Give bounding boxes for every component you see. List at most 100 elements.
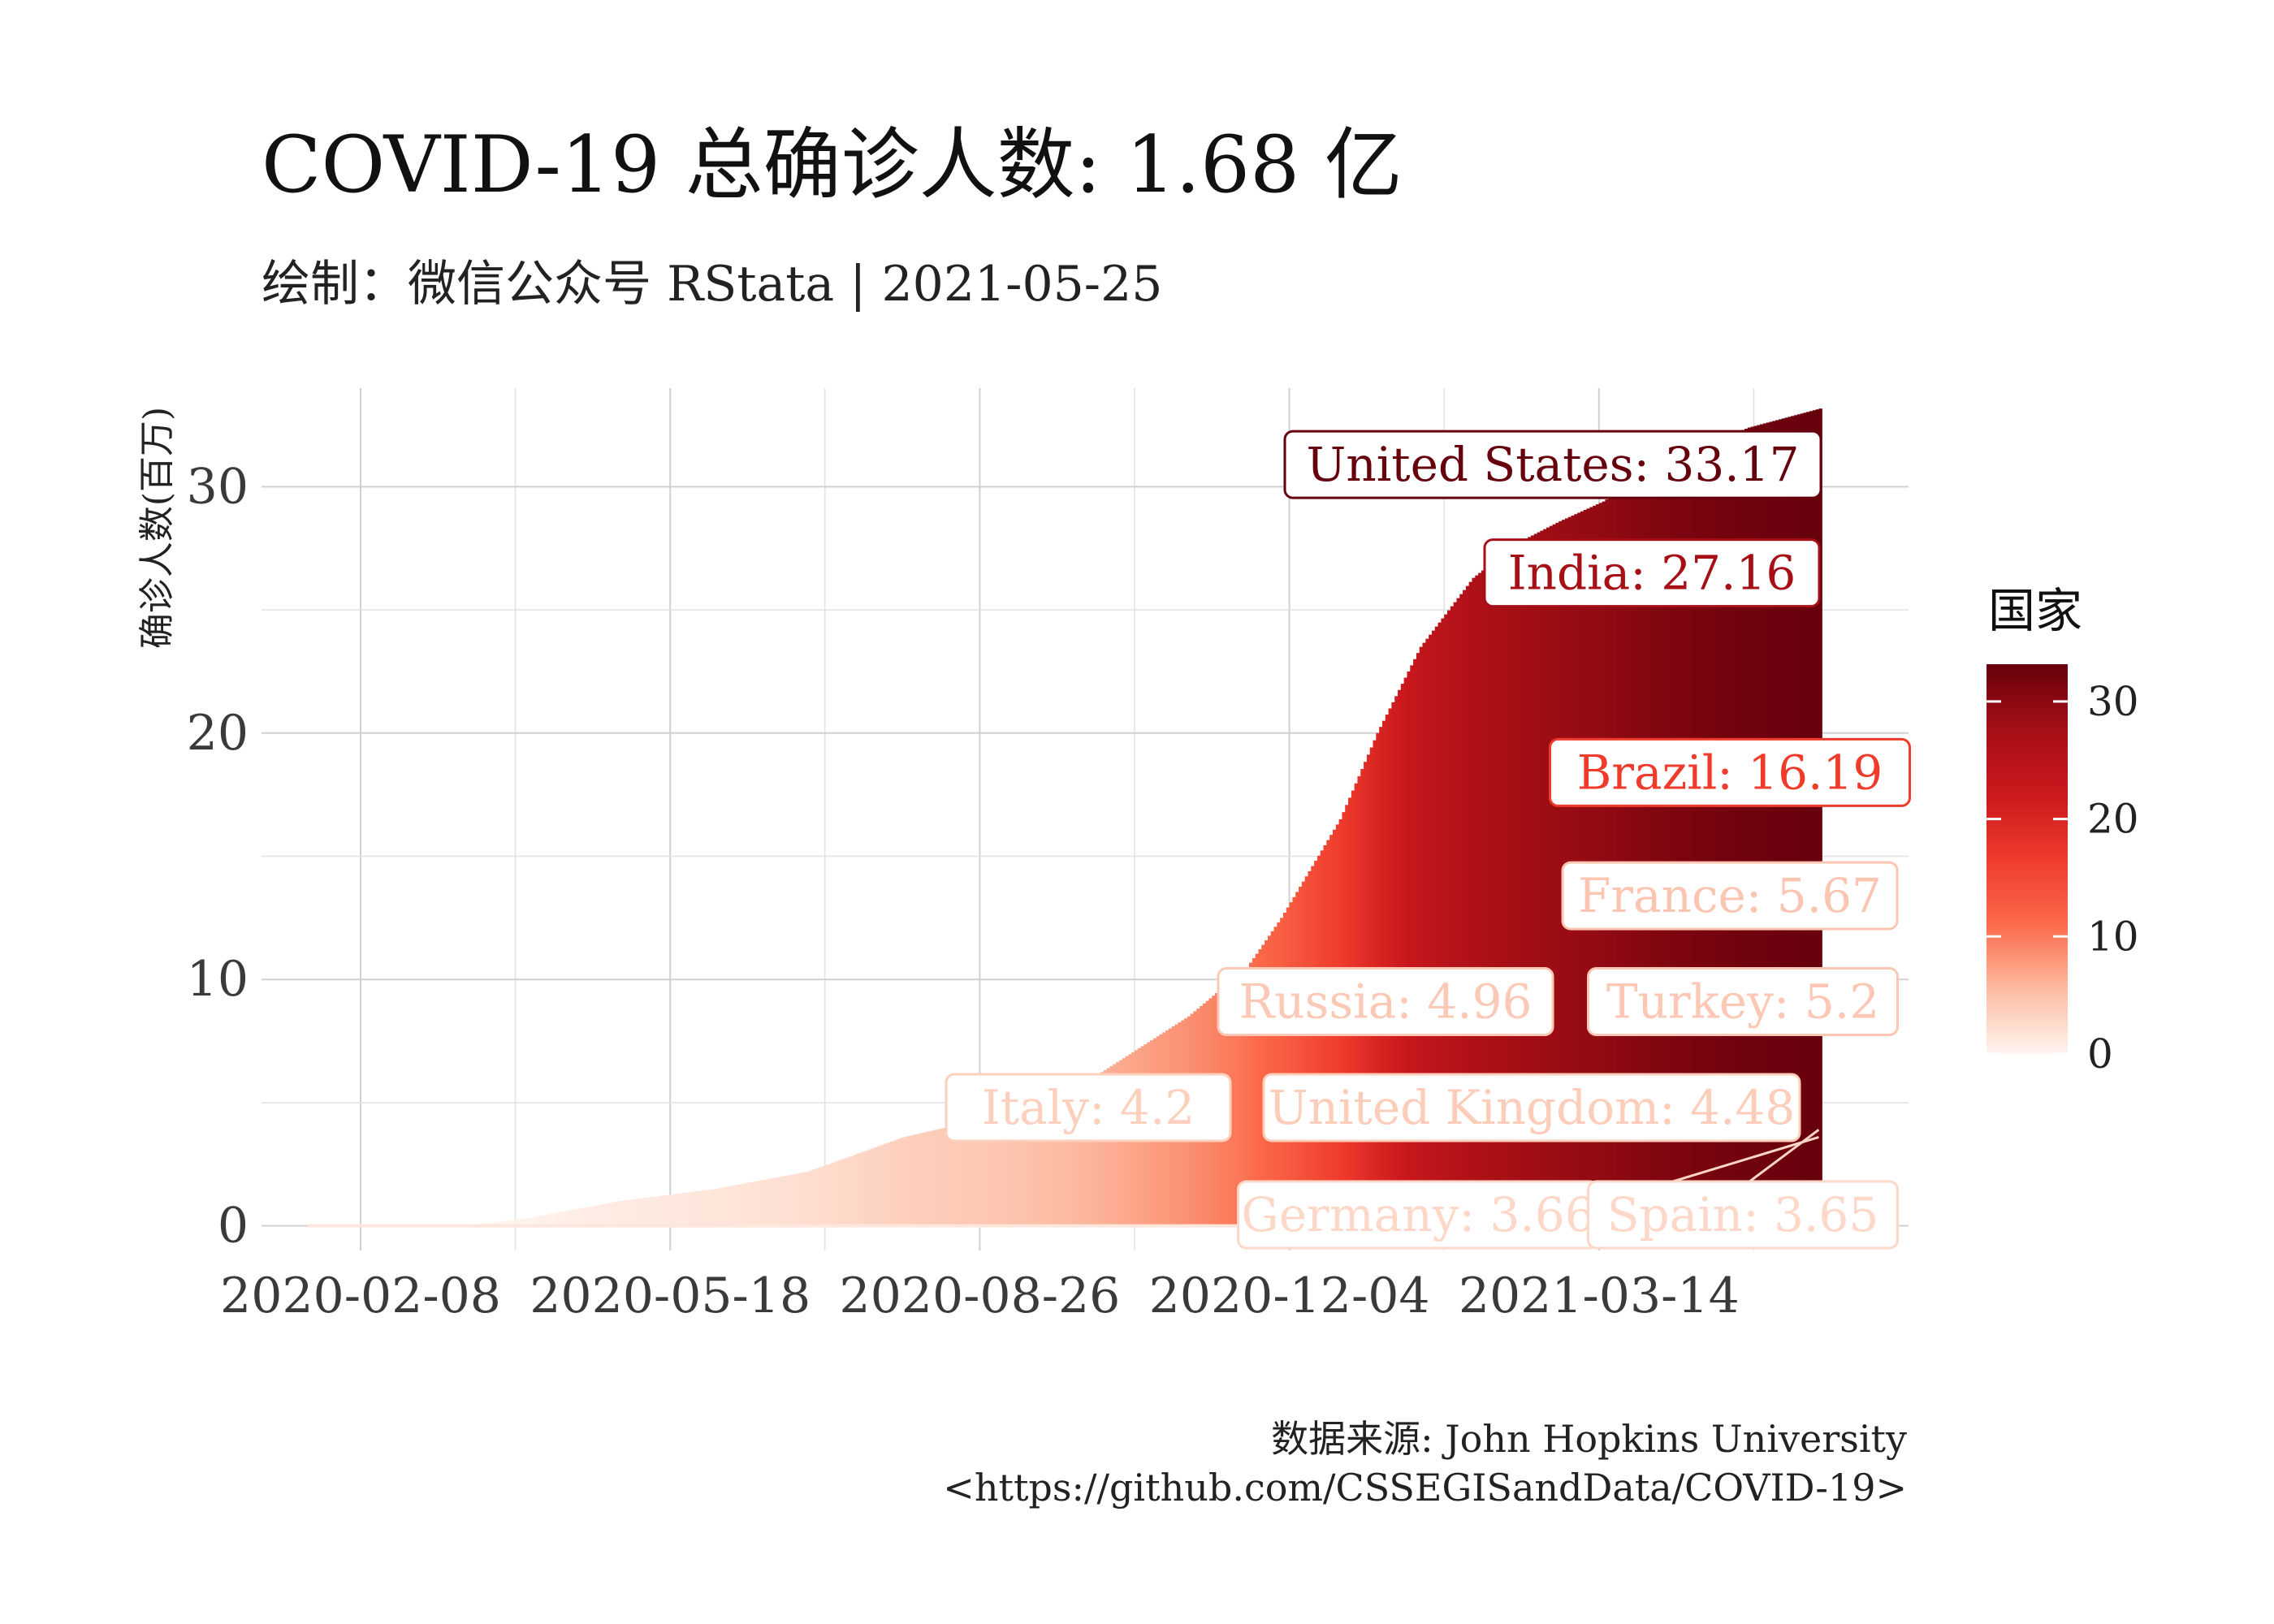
area-bar: [874, 1147, 879, 1226]
area-bar: [775, 1177, 780, 1226]
area-bar: [552, 1213, 556, 1226]
area-bar: [1555, 522, 1559, 1226]
value-label-text: India: 27.16: [1508, 546, 1796, 601]
area-bar: [1444, 614, 1448, 1226]
area-bar: [939, 1128, 944, 1226]
area-bar: [1627, 485, 1631, 1226]
area-bar: [911, 1134, 915, 1226]
area-bar: [741, 1183, 746, 1226]
area-bar: [1812, 410, 1817, 1226]
area-bar: [1258, 948, 1262, 1226]
area-bar: [626, 1199, 631, 1226]
area-bar: [1431, 630, 1436, 1226]
area-bar: [1747, 427, 1752, 1226]
y-axis-title: 确诊人数(百万): [136, 407, 178, 649]
area-bar: [998, 1115, 1002, 1226]
area-bar: [1750, 426, 1754, 1226]
area-bar: [1682, 454, 1687, 1226]
area-bar: [1233, 977, 1238, 1226]
area-bar: [1719, 438, 1723, 1226]
area-bar: [1636, 479, 1640, 1226]
area-bar: [772, 1177, 776, 1226]
area-bar: [744, 1183, 749, 1226]
area-bar: [995, 1115, 999, 1226]
area-bar: [537, 1216, 541, 1226]
area-bar: [722, 1187, 727, 1226]
area-bar: [979, 1119, 984, 1226]
area-bar: [564, 1211, 568, 1226]
area-bar: [1484, 568, 1489, 1226]
legend: 国家 0 10 20 30: [1987, 583, 2139, 1078]
value-labels: United States: 33.17 India: 27.16 Brazil: …: [945, 430, 1911, 1250]
area-bar: [1728, 434, 1733, 1226]
area-bar: [676, 1194, 681, 1226]
area-bar: [1667, 461, 1671, 1226]
value-label: Germany: 3.66: [1237, 1180, 1599, 1250]
area-bar: [512, 1220, 517, 1226]
area-bar: [1038, 1099, 1043, 1226]
caption-line-2: <https://github.com/CSSEGISandData/COVID…: [943, 1466, 1907, 1510]
area-bar: [713, 1189, 717, 1226]
area-bar: [837, 1160, 841, 1226]
area-bar: [614, 1202, 618, 1226]
value-label-box: [1283, 430, 1822, 499]
area-bar: [899, 1138, 903, 1226]
area-bar: [1437, 622, 1442, 1226]
area-bar: [821, 1166, 826, 1226]
area-bar: [1537, 532, 1541, 1226]
area-bar: [988, 1116, 993, 1226]
value-label: United States: 33.17: [1283, 430, 1822, 499]
area-bar: [1744, 429, 1749, 1226]
area-bar: [1800, 413, 1804, 1226]
area-bar: [491, 1222, 495, 1226]
area-bar: [660, 1195, 665, 1226]
area-bar: [1806, 412, 1810, 1226]
value-label-box: [1549, 737, 1911, 807]
area-bar: [1663, 462, 1668, 1226]
area-bar: [1661, 464, 1665, 1226]
area-bar: [580, 1207, 585, 1226]
area-bar: [664, 1194, 668, 1226]
y-tick-label: 0: [218, 1198, 249, 1255]
area-bar: [1793, 415, 1798, 1226]
area-bar: [1063, 1089, 1067, 1226]
area-bar: [624, 1200, 628, 1226]
area-bar: [1051, 1094, 1055, 1226]
x-tick-label: 2020-05-18: [530, 1268, 811, 1324]
area-bar: [914, 1134, 919, 1226]
area-bar: [1552, 524, 1557, 1226]
area-bar: [1679, 456, 1684, 1226]
area-bar: [1314, 861, 1318, 1226]
area-bar: [1118, 1060, 1123, 1226]
area-bar: [788, 1175, 792, 1226]
area-bar: [720, 1187, 724, 1226]
area-bar: [1481, 570, 1485, 1226]
value-label-box: [1262, 1073, 1801, 1142]
area-bar: [902, 1137, 906, 1226]
area-bar: [1022, 1104, 1027, 1226]
area-bar: [1760, 424, 1764, 1226]
value-label-text: Turkey: 5.2: [1606, 974, 1879, 1030]
legend-tick-label: 30: [2087, 678, 2139, 725]
area-bar: [586, 1207, 590, 1226]
area-bar: [1617, 491, 1622, 1226]
area-bar: [1453, 602, 1458, 1226]
area-bar: [855, 1153, 860, 1226]
legend-tick-label: 10: [2087, 913, 2139, 960]
area-bar: [858, 1152, 863, 1226]
area-bar: [1035, 1099, 1040, 1226]
area-bar: [561, 1212, 566, 1226]
value-label: United Kingdom: 4.48: [1262, 1073, 1801, 1142]
area-bar: [973, 1121, 978, 1226]
value-label-text: Italy: 4.2: [982, 1080, 1195, 1135]
area-bar: [1087, 1079, 1092, 1226]
area-bar: [1029, 1102, 1033, 1226]
area-bar: [1113, 1064, 1117, 1226]
area-bar: [1255, 953, 1260, 1226]
area-bar: [574, 1209, 578, 1226]
area-bar: [1769, 421, 1773, 1226]
area-bar: [577, 1208, 581, 1226]
area-bar: [967, 1121, 971, 1226]
area-bar: [1521, 540, 1525, 1226]
area-bar: [920, 1133, 925, 1226]
